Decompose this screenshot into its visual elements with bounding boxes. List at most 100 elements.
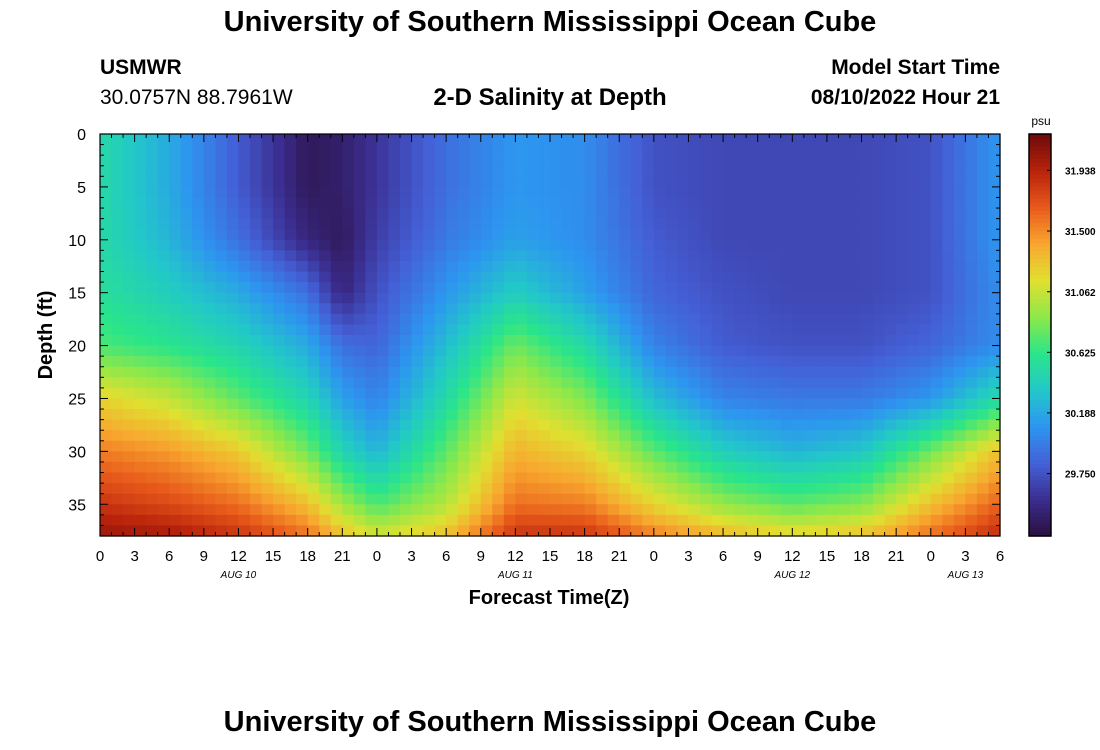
heatmap-cell [226,504,240,516]
heatmap-cell [965,366,978,378]
heatmap-cell [873,250,886,262]
colorbar-swatch [1029,491,1051,497]
heatmap-cell [734,155,747,167]
heatmap-cell [584,260,597,273]
heatmap-cell [238,493,251,505]
heatmap-cell [480,303,493,315]
heatmap-cell [976,440,990,452]
heatmap-cell [953,366,966,378]
heatmap-cell [180,409,193,421]
heatmap-cell [850,451,863,463]
heatmap-cell [861,155,874,167]
colorbar-swatch [1029,515,1051,521]
heatmap-cell [573,239,586,251]
heatmap-cell [353,514,366,527]
heatmap-cell [769,260,782,273]
heatmap-cell [250,239,263,251]
y-tick-label: 20 [68,339,86,356]
heatmap-cell [273,155,286,167]
colorbar-swatch [1029,483,1051,489]
heatmap-cell [353,155,366,167]
heatmap-cell [780,356,793,368]
heatmap-cell [688,186,701,199]
heatmap-cell [261,514,274,527]
heatmap-cell [803,493,816,505]
heatmap-cell [215,377,228,389]
heatmap-cell [146,303,159,315]
heatmap-cell [596,218,609,230]
heatmap-cell [353,525,366,537]
heatmap-cell [365,197,378,209]
heatmap-cell [284,472,297,484]
heatmap-cell [376,134,390,146]
heatmap-cell [446,186,459,199]
heatmap-cell [469,483,482,495]
heatmap-cell [584,504,597,516]
heatmap-cell [457,155,470,167]
heatmap-cell [988,250,1001,262]
heatmap-cell [988,239,1001,251]
heatmap-cell [630,250,643,262]
heatmap-cell [353,419,366,431]
heatmap-cell [723,292,736,304]
heatmap-cell [319,186,332,199]
heatmap-cell [250,250,263,262]
heatmap-cell [746,313,759,326]
heatmap-cell [434,134,447,146]
heatmap-cell [573,525,586,537]
heatmap-cell [180,419,193,431]
heatmap-cell [607,514,620,527]
footer-title: University of Southern Mississippi Ocean… [223,706,877,738]
heatmap-cell [930,419,943,431]
heatmap-cell [619,271,632,283]
heatmap-cell [273,282,286,294]
heatmap-cell [815,292,828,304]
heatmap-cell [123,155,136,167]
heatmap-cell [850,313,863,326]
heatmap-cell [688,514,701,527]
heatmap-cell [192,366,205,378]
heatmap-cell [250,144,263,156]
heatmap-cell [446,144,459,156]
heatmap-cell [700,356,713,368]
heatmap-cell [815,387,828,400]
heatmap-cell [480,483,493,495]
heatmap-cell [296,356,309,368]
heatmap-cell [365,409,378,421]
heatmap-cell [930,525,943,537]
heatmap-cell [192,525,205,537]
heatmap-cell [100,292,113,304]
heatmap-cell [942,313,955,326]
heatmap-cell [550,356,563,368]
heatmap-cell [746,387,759,400]
heatmap-cell [988,398,1001,410]
heatmap-cell [388,260,401,273]
heatmap-cell [965,144,978,156]
heatmap-cell [469,176,482,188]
heatmap-cell [134,493,147,505]
heatmap-cell [815,271,828,283]
heatmap-cell [388,345,401,357]
heatmap-cell [365,419,378,431]
heatmap-cell [134,451,147,463]
heatmap-cell [792,229,805,241]
heatmap-cell [780,514,793,527]
heatmap-cell [665,271,678,283]
heatmap-cell [919,155,932,167]
heatmap-cell [665,303,678,315]
heatmap-cell [607,377,620,389]
heatmap-cell [919,398,932,410]
colorbar-swatch [1029,166,1051,171]
heatmap-cell [457,430,470,442]
heatmap-cell [688,377,701,389]
heatmap-cell [676,461,690,474]
heatmap-cell [100,208,113,220]
heatmap-cell [757,440,770,452]
heatmap-cell [873,387,886,400]
heatmap-cell [642,282,655,294]
heatmap-cell [930,398,943,410]
heatmap-cell [469,260,482,273]
heatmap-cell [907,387,920,400]
heatmap-cell [238,514,251,527]
heatmap-cell [815,335,828,347]
